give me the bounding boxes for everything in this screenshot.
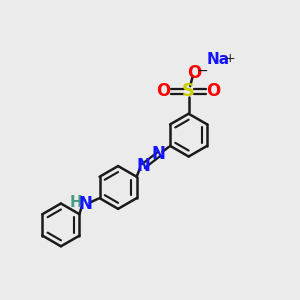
Text: N: N [78, 195, 92, 213]
Text: N: N [152, 145, 166, 163]
Text: N: N [136, 157, 150, 175]
Text: S: S [182, 82, 195, 100]
Text: +: + [224, 52, 235, 65]
Text: Na: Na [207, 52, 230, 67]
Text: H: H [69, 195, 82, 210]
Text: O: O [187, 64, 201, 82]
Text: −: − [196, 64, 208, 78]
Text: O: O [206, 82, 221, 100]
Text: O: O [157, 82, 171, 100]
